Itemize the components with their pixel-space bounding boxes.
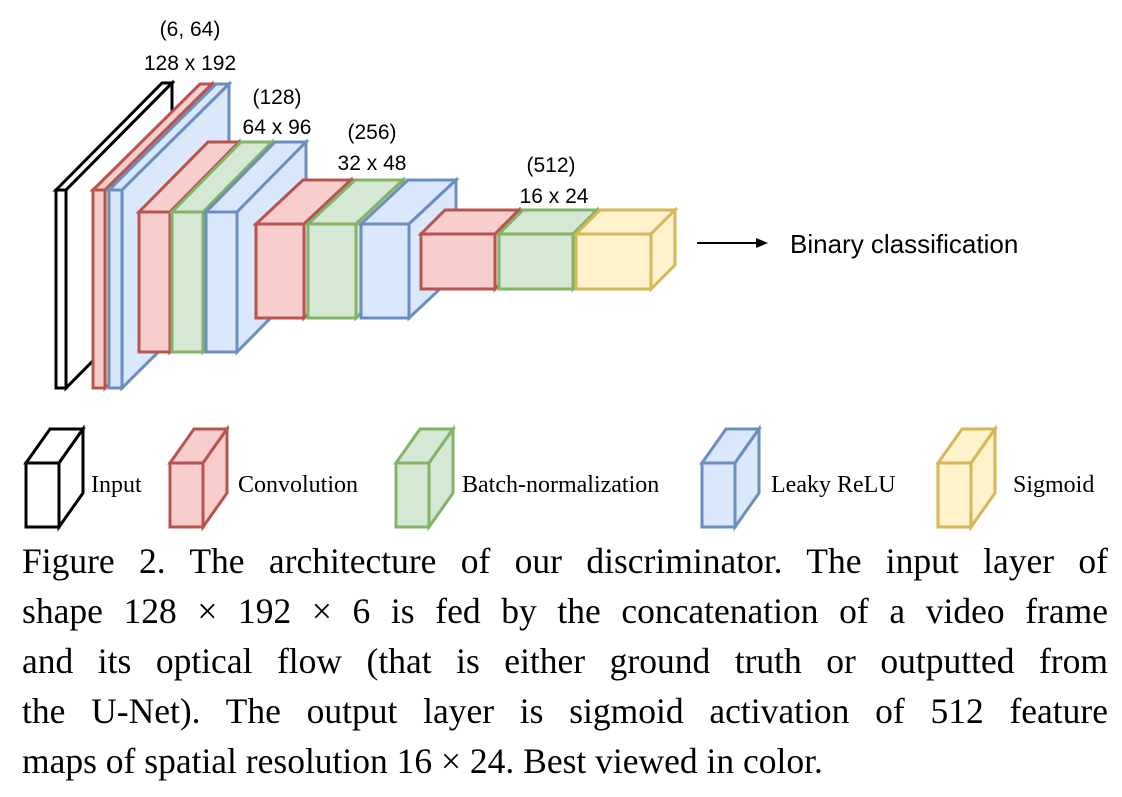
caption-line-4: the U-Net). The output layer is sigmoid … bbox=[22, 691, 1108, 731]
architecture-diagram: (6, 64) 128 x 192 (128) 64 x 96 (256) 32… bbox=[23, 18, 1094, 532]
stage-4-channels: (512) bbox=[526, 154, 575, 177]
legend-relu-label: Leaky ReLU bbox=[771, 472, 896, 498]
legend-conv-label: Convolution bbox=[238, 472, 358, 498]
stage-1-channels: (6, 64) bbox=[160, 18, 221, 41]
output-arrow bbox=[697, 238, 768, 248]
legend-sigmoid-icon bbox=[935, 424, 998, 532]
output-label: Binary classification bbox=[790, 229, 1018, 259]
stage-3-relu-block bbox=[357, 176, 460, 322]
legend-input-icon bbox=[23, 424, 86, 532]
stage-labels: (6, 64) 128 x 192 (128) 64 x 96 (256) 32… bbox=[144, 18, 589, 208]
legend-bn-icon bbox=[393, 424, 456, 532]
legend-sigmoid-label: Sigmoid bbox=[1013, 472, 1094, 498]
legend-bn-label: Batch-normalization bbox=[462, 472, 659, 498]
legend-conv-icon bbox=[167, 424, 230, 532]
stage-2-channels: (128) bbox=[252, 86, 301, 109]
caption-line-2: shape 128 × 192 × 6 is fed by the concat… bbox=[22, 591, 1108, 631]
stage-3-resolution: 32 x 48 bbox=[338, 152, 407, 175]
caption-line-3: and its optical flow (that is either gro… bbox=[22, 641, 1108, 681]
stage-3-channels: (256) bbox=[347, 121, 396, 144]
stage-4-sigmoid-block bbox=[572, 206, 679, 293]
legend-relu-icon bbox=[699, 424, 762, 532]
stage-4-resolution: 16 x 24 bbox=[520, 185, 589, 208]
figure-caption: Figure 2. The architecture of our discri… bbox=[22, 536, 1108, 786]
stage-1-resolution: 128 x 192 bbox=[144, 52, 236, 75]
legend: Input Convolution Batch-normalization Leaky… bbox=[23, 424, 1094, 532]
caption-line-1: Figure 2. The architecture of our discri… bbox=[22, 541, 1108, 581]
legend-input-label: Input bbox=[91, 472, 142, 498]
layer-blocks bbox=[52, 79, 679, 392]
caption-line-5: maps of spatial resolution 16 × 24. Best… bbox=[22, 741, 823, 781]
stage-2-resolution: 64 x 96 bbox=[243, 116, 312, 139]
